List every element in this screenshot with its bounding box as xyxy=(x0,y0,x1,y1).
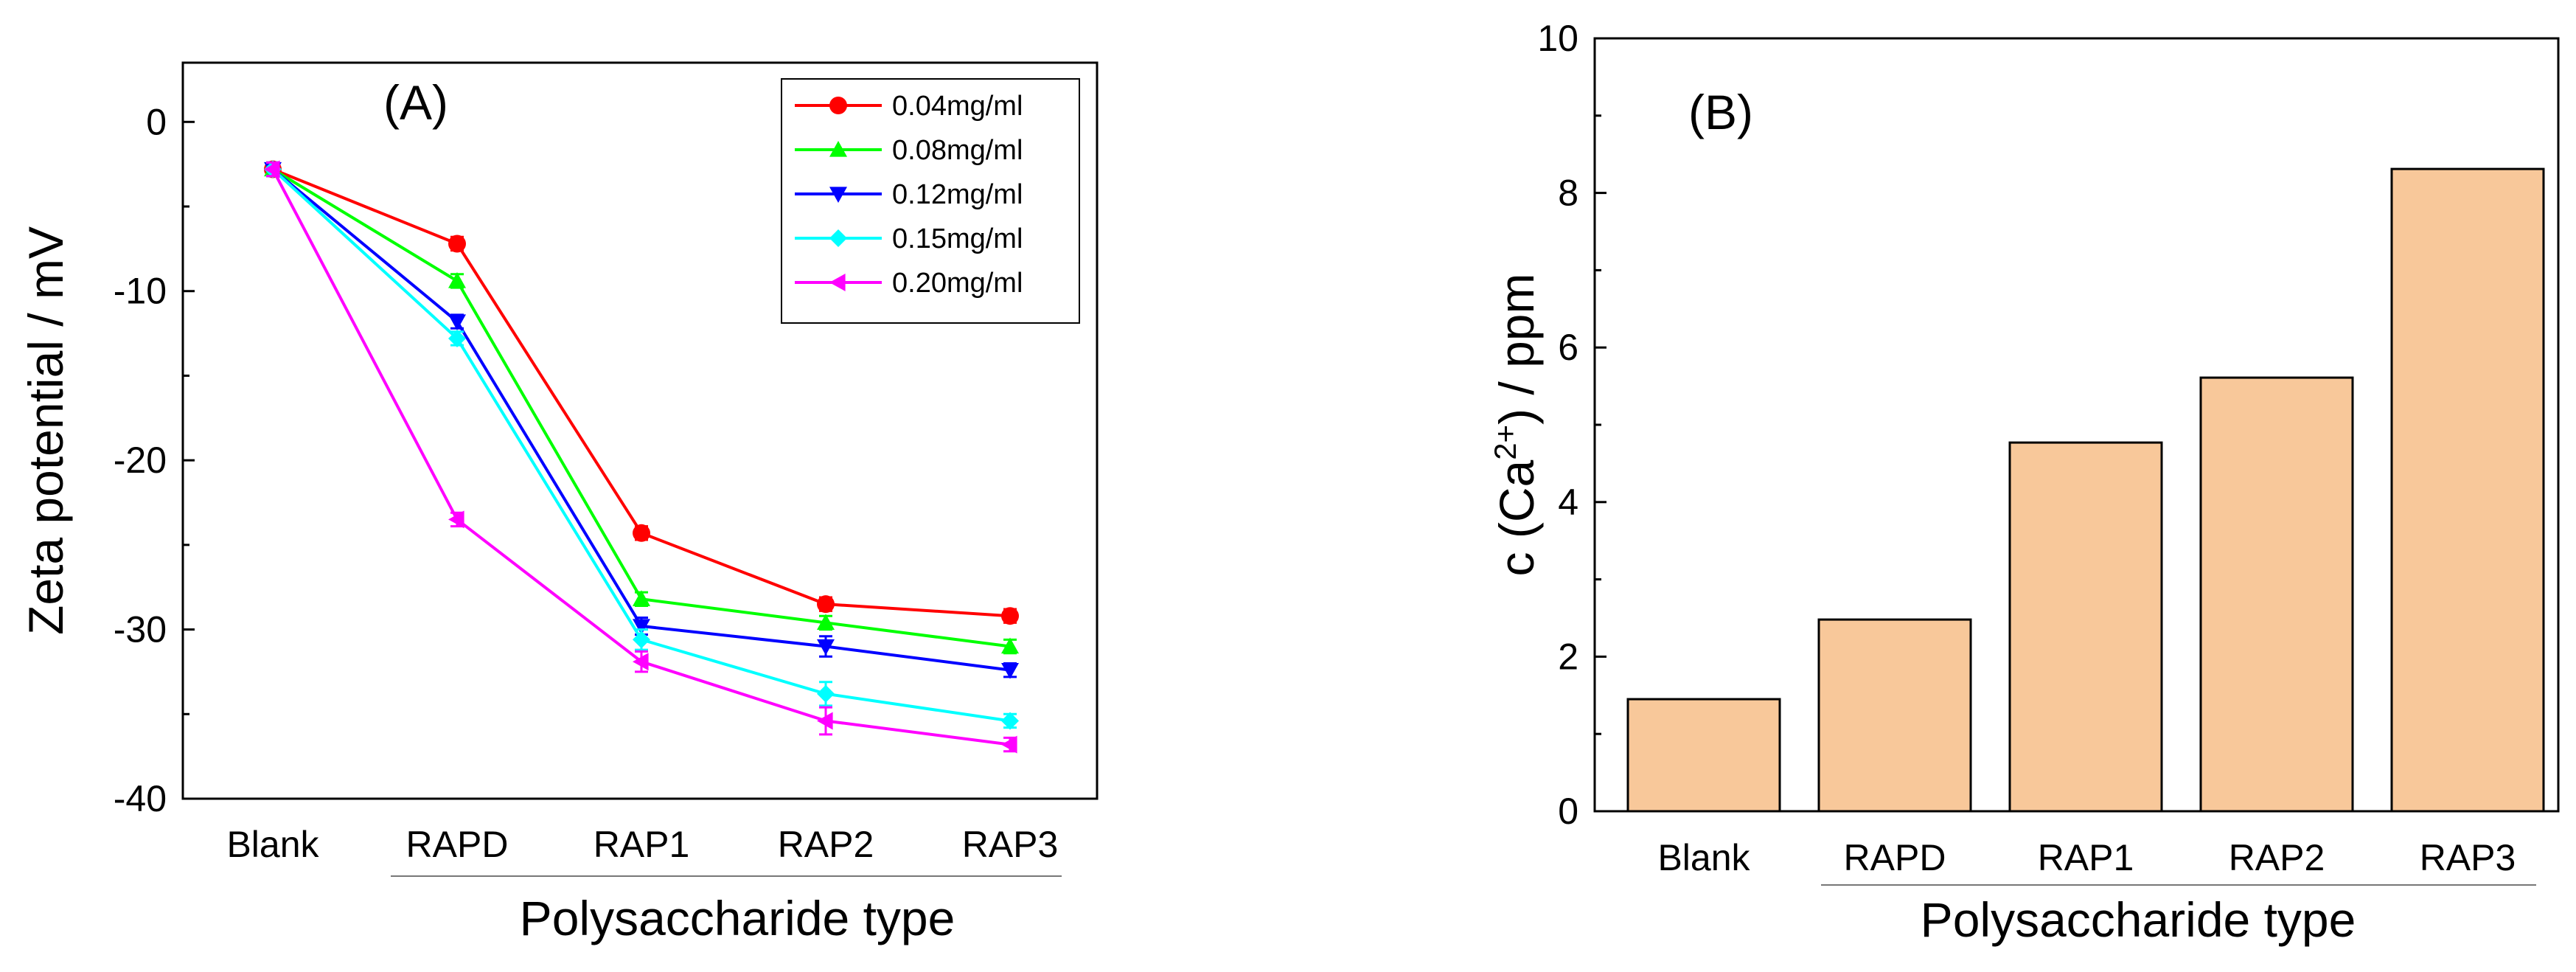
panel-a-x-tick-label: RAP3 xyxy=(962,824,1059,865)
panel-b-bar-RAP3 xyxy=(2390,167,2545,813)
panel-b-y-tick-label: 0 xyxy=(1558,791,1578,832)
panel-b-bar-Blank xyxy=(1626,698,1781,813)
panel-b-x-axis-title: Polysaccharide type xyxy=(1921,892,2356,947)
panel-a-legend-marker xyxy=(829,187,847,203)
panel-a-zeta-potential-chart: 0-10-20-30-40 Blank RAPD RAP1 RAP2 RAP3 (A) … xyxy=(18,61,1099,945)
panel-a-data-point xyxy=(817,684,835,703)
panel-b-y-axis-title-superscript: 2+ xyxy=(1488,425,1522,460)
panel-a-y-tick-label: -10 xyxy=(114,271,167,312)
panel-b-x-tick-label: RAPD xyxy=(1844,837,1946,878)
panel-b-y-axis-title-before: c (Ca xyxy=(1489,460,1544,577)
panel-b-x-tick-label: RAP2 xyxy=(2229,837,2325,878)
panel-a-plot-frame xyxy=(181,61,1099,800)
panel-a-x-tick-label: Blank xyxy=(226,824,319,865)
panel-a-legend-label: 0.20mg/ml xyxy=(892,268,1023,299)
panel-b-y-tick-label: 10 xyxy=(1537,18,1578,59)
panel-a-legend-label: 0.15mg/ml xyxy=(892,223,1023,254)
panel-a-x-tick-label: RAP2 xyxy=(778,824,874,865)
panel-a-data-point xyxy=(1001,637,1019,654)
panel-a-data-point xyxy=(817,595,835,614)
panel-a-x-axis-title: Polysaccharide type xyxy=(520,891,955,945)
panel-b-bar-RAPD xyxy=(1817,618,1972,813)
panel-a-y-tick-label: -30 xyxy=(114,609,167,650)
panel-a-data-point xyxy=(633,619,650,635)
panel-a-x-tick-labels: Blank RAPD RAP1 RAP2 RAP3 xyxy=(226,824,1062,877)
panel-a-label: (A) xyxy=(383,75,448,130)
panel-a-data-point xyxy=(817,639,835,656)
panel-b-y-ticks: 0 2 4 6 8 10 xyxy=(1537,18,1606,832)
panel-a-legend-label: 0.08mg/ml xyxy=(892,135,1023,166)
panel-a-data-point xyxy=(448,314,466,330)
panel-b-bars xyxy=(1626,167,2545,813)
panel-a-legend-label: 0.12mg/ml xyxy=(892,179,1023,210)
panel-a-data-point xyxy=(448,272,466,288)
panel-a-series xyxy=(264,160,1019,754)
panel-a-x-tick-label: RAPD xyxy=(406,824,509,865)
panel-a-y-tick-label: -40 xyxy=(114,778,167,819)
panel-b-y-tick-label: 8 xyxy=(1558,173,1578,214)
panel-b-y-axis-title: c (Ca2+) / ppm xyxy=(1488,274,1544,577)
panel-a-data-point xyxy=(1001,607,1019,625)
panel-b-bar-RAP1 xyxy=(2008,441,2163,813)
panel-a-data-point xyxy=(633,524,650,542)
panel-a-legend-marker xyxy=(829,274,846,291)
panel-a-legend: 0.04mg/ml 0.08mg/ml 0.12mg/ml 0.15mg/ml 0.20… xyxy=(781,78,1080,324)
panel-a-data-point xyxy=(448,235,466,253)
panel-a-x-tick-label: RAP1 xyxy=(593,824,690,865)
panel-a-data-point xyxy=(1001,735,1017,754)
panel-a-y-ticks: 0 -10 -20 -30 -40 xyxy=(114,101,195,819)
panel-a-data-point xyxy=(817,712,833,730)
panel-b-x-tick-label: Blank xyxy=(1657,837,1750,878)
panel-a-legend-marker xyxy=(829,229,847,247)
panel-a-y-axis-title: Zeta potential / mV xyxy=(18,226,73,635)
panel-a-data-point xyxy=(633,590,650,606)
panel-b-calcium-bar-chart: 0 2 4 6 8 10 Blank RAPD RAP1 RAP2 RAP3 (B) c (Ca2… xyxy=(1488,18,2560,947)
panel-b-x-tick-labels: Blank RAPD RAP1 RAP2 RAP3 xyxy=(1657,837,2536,886)
panel-a-y-tick-label: 0 xyxy=(146,101,167,142)
panel-a-data-point xyxy=(448,330,466,347)
panel-a-y-tick-label: -20 xyxy=(114,440,167,481)
panel-b-x-tick-label: RAP1 xyxy=(2038,837,2134,878)
panel-b-y-axis-title-after: ) / ppm xyxy=(1489,274,1544,425)
panel-a-legend-label: 0.04mg/ml xyxy=(892,91,1023,122)
panel-a-data-point xyxy=(264,160,280,178)
panel-b-y-tick-label: 6 xyxy=(1558,327,1578,368)
panel-a-legend-marker xyxy=(829,97,847,114)
panel-b-x-tick-label: RAP3 xyxy=(2420,837,2516,878)
panel-a-series-0.20mg/ml xyxy=(264,160,1017,754)
panel-a-data-point xyxy=(817,614,835,630)
panel-a-data-point xyxy=(448,510,464,529)
panel-a-legend-marker xyxy=(829,141,847,157)
panel-a-data-point xyxy=(633,653,649,671)
panel-b-y-tick-label: 4 xyxy=(1558,482,1578,523)
panel-a-data-point xyxy=(633,631,650,649)
panel-b-bar-RAP2 xyxy=(2199,376,2354,813)
panel-a-data-point xyxy=(1001,712,1019,730)
panel-b-label: (B) xyxy=(1688,85,1753,139)
panel-a-data-point xyxy=(1001,663,1019,679)
panel-b-y-tick-label: 2 xyxy=(1558,636,1578,677)
